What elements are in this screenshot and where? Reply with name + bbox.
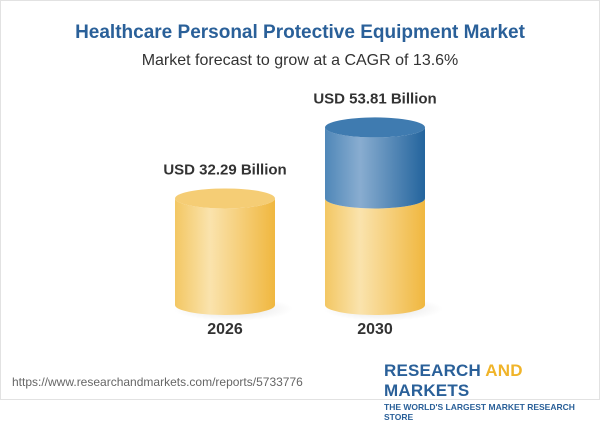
source-url[interactable]: https://www.researchandmarkets.com/repor… <box>12 375 303 389</box>
data-label-2026: USD 32.29 Billion <box>163 161 286 178</box>
bar-2026 <box>175 198 275 315</box>
category-label-2030: 2030 <box>357 321 393 338</box>
bar-top-2030 <box>325 117 425 138</box>
data-label-2030: USD 53.81 Billion <box>313 90 436 107</box>
bar-base-segment-2030 <box>325 198 425 315</box>
chart-subtitle: Market forecast to grow at a CAGR of 13.… <box>141 52 459 69</box>
chart-title: Healthcare Personal Protective Equipment… <box>75 22 525 43</box>
research-and-markets-logo: RESEARCH AND MARKETS THE WORLD'S LARGEST… <box>384 361 575 422</box>
category-label-2026: 2026 <box>207 321 243 338</box>
bar-top-2026 <box>175 188 275 209</box>
cylinder-chart: USD 32.29 Billion 2026 USD 53.81 Billion 20… <box>163 90 443 338</box>
bar-growth-segment-2030 <box>325 127 425 209</box>
